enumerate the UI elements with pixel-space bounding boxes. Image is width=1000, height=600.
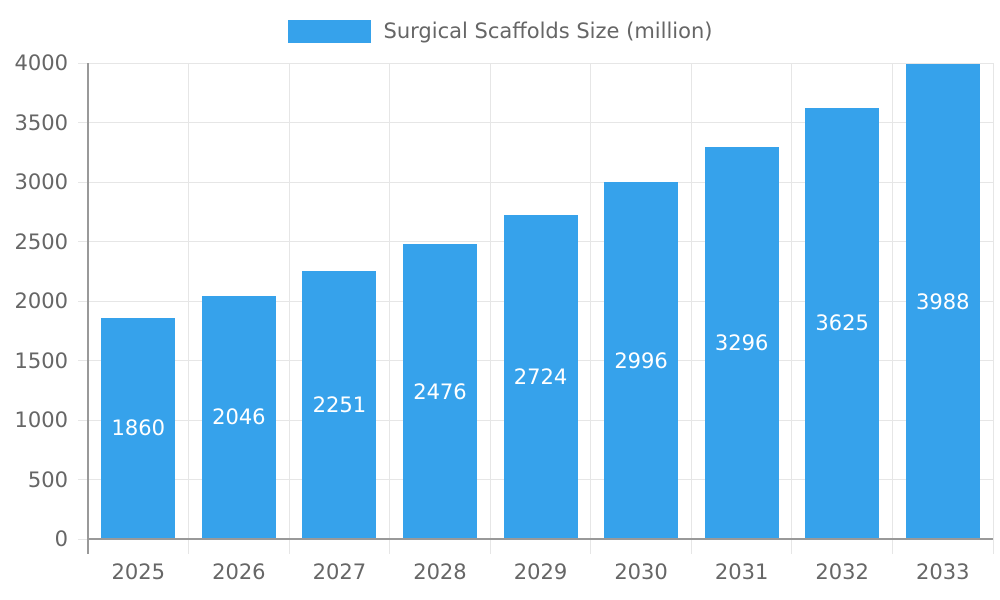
bar-2029[interactable] bbox=[503, 214, 578, 538]
bar-2033[interactable] bbox=[905, 64, 980, 538]
x-tick-label: 2031 bbox=[714, 560, 769, 584]
bar-2027[interactable] bbox=[302, 271, 377, 538]
y-tick-mark bbox=[78, 122, 88, 123]
y-tick-label: 2500 bbox=[14, 229, 68, 254]
bar-value-label: 2724 bbox=[513, 364, 568, 389]
y-tick-label: 4000 bbox=[14, 51, 68, 75]
y-tick-mark bbox=[78, 479, 88, 480]
bar-value-label: 1860 bbox=[111, 416, 165, 441]
v-gridline bbox=[389, 63, 391, 554]
h-gridline bbox=[88, 122, 993, 123]
legend[interactable]: Surgical Scaffolds Size (million) bbox=[0, 20, 1000, 43]
y-tick-label: 0 bbox=[54, 527, 68, 551]
y-tick-mark bbox=[78, 181, 88, 183]
v-gridline bbox=[992, 63, 994, 554]
y-tick-mark bbox=[78, 241, 88, 242]
y-tick-label: 1500 bbox=[14, 348, 68, 373]
bar-2030[interactable] bbox=[604, 182, 679, 538]
v-gridline bbox=[891, 63, 893, 554]
bar-value-label: 2996 bbox=[614, 348, 668, 373]
y-tick-label: 3000 bbox=[14, 170, 68, 194]
y-tick-mark bbox=[78, 300, 88, 302]
v-gridline bbox=[188, 63, 190, 554]
y-tick-mark bbox=[78, 62, 88, 64]
y-tick-label: 3500 bbox=[14, 110, 68, 135]
x-tick-label: 2029 bbox=[513, 560, 568, 584]
v-gridline bbox=[791, 63, 793, 554]
bar-value-label: 2476 bbox=[413, 379, 467, 404]
y-tick-label: 1000 bbox=[14, 408, 68, 432]
x-tick-label: 2032 bbox=[815, 560, 869, 584]
v-gridline bbox=[690, 63, 692, 554]
h-gridline bbox=[88, 181, 993, 183]
v-gridline bbox=[288, 63, 290, 554]
x-axis-line bbox=[88, 538, 993, 540]
bar-value-label: 3296 bbox=[714, 330, 769, 355]
legend-label: Surgical Scaffolds Size (million) bbox=[383, 19, 713, 43]
x-tick-label: 2025 bbox=[111, 560, 165, 584]
x-tick-label: 2030 bbox=[614, 560, 668, 584]
v-gridline bbox=[590, 63, 592, 554]
bar-value-label: 3988 bbox=[915, 289, 970, 314]
bar-value-label: 2046 bbox=[212, 405, 266, 430]
v-gridline bbox=[489, 63, 491, 554]
bar-value-label: 2251 bbox=[312, 393, 367, 418]
bar-2028[interactable] bbox=[402, 244, 477, 538]
x-tick-label: 2027 bbox=[312, 560, 367, 584]
y-tick-mark bbox=[78, 360, 88, 361]
bar-value-label: 3625 bbox=[815, 311, 869, 336]
bar-2031[interactable] bbox=[704, 146, 779, 538]
bar-2032[interactable] bbox=[805, 107, 880, 538]
h-gridline bbox=[88, 62, 993, 64]
bar-2026[interactable] bbox=[201, 295, 276, 538]
x-tick-label: 2033 bbox=[915, 560, 970, 584]
x-tick-label: 2028 bbox=[413, 560, 467, 584]
y-tick-mark bbox=[78, 538, 88, 540]
y-tick-mark bbox=[78, 419, 88, 421]
bar-2025[interactable] bbox=[101, 317, 176, 538]
y-axis-line bbox=[87, 63, 89, 554]
x-tick-label: 2026 bbox=[212, 560, 266, 584]
y-tick-label: 2000 bbox=[14, 289, 68, 313]
legend-swatch bbox=[287, 20, 371, 43]
y-tick-label: 500 bbox=[27, 467, 68, 492]
